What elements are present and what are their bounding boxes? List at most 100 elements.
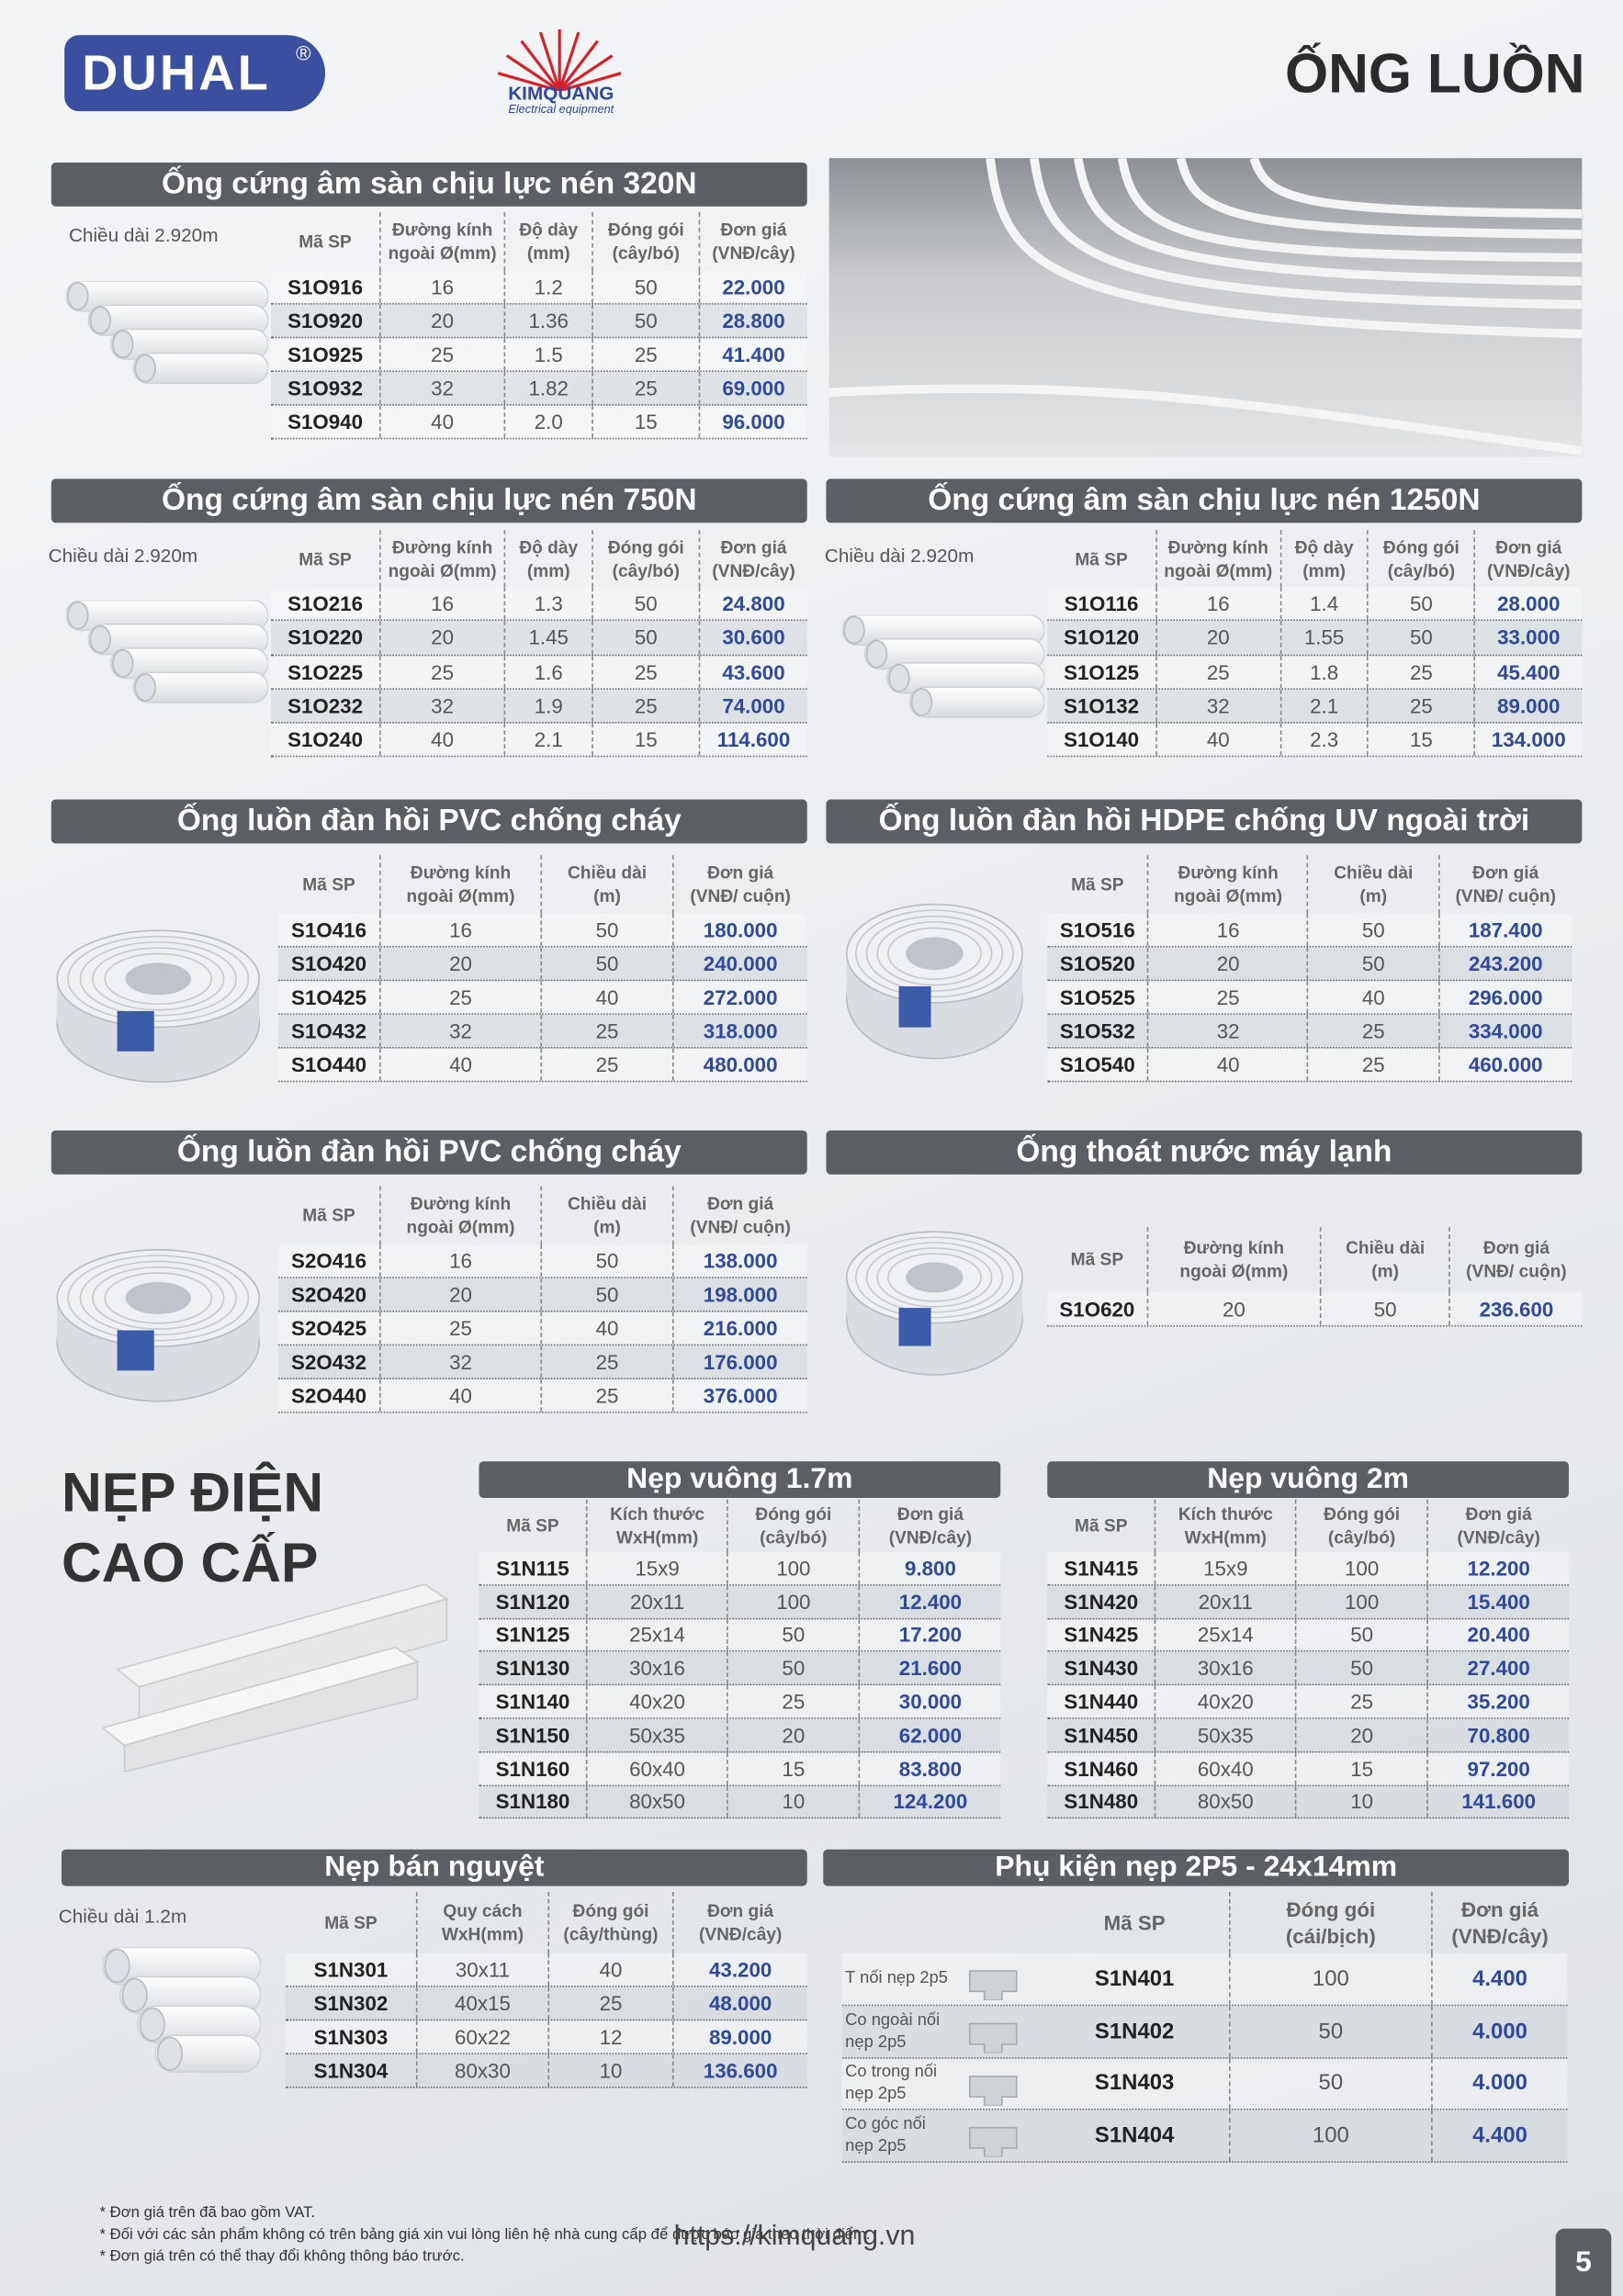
table-cell: S1O416 (278, 913, 381, 946)
header-line: Đóng gói (607, 219, 684, 241)
table-cell: 89.000 (1497, 693, 1561, 718)
table-cell: S2O416 (278, 1244, 381, 1277)
header-line: (cây/thùng) (563, 1924, 659, 1945)
table-cell: 318.000 (703, 1019, 778, 1043)
section-title: Ống cứng âm sàn chịu lực nén 750N (51, 478, 807, 523)
table-row: S1O440 40 25 480.000 (278, 1048, 807, 1083)
header-line: Đường kính (410, 1193, 512, 1214)
table-cell: 80x30 (418, 2054, 550, 2088)
table-cell: 138.000 (703, 1249, 778, 1273)
table-cell: 50 (593, 587, 701, 620)
section-title: Ống cứng âm sàn chịu lực nén 1250N (826, 478, 1583, 523)
table-cell: 25 (542, 1379, 674, 1412)
trunking-image (102, 1583, 449, 1773)
table-cell: 25 (1157, 655, 1281, 689)
header-line: (VNĐ/ cuộn) (690, 1216, 791, 1238)
header-cell: Mã SP (271, 530, 381, 588)
header-line: Đường kính (391, 536, 493, 557)
header-line: (cây/bó) (612, 559, 680, 581)
header-line: (mm) (526, 242, 570, 264)
table-cell: 40 (1309, 981, 1440, 1014)
table-cell: S1N303 (286, 2020, 418, 2054)
header-line: Đơn giá (896, 1503, 964, 1525)
fitting-icon (964, 2117, 1022, 2158)
table-cell: 25 (593, 689, 701, 723)
table-cell: S2O440 (278, 1379, 381, 1412)
header-line: Đơn giá (1482, 1237, 1550, 1258)
table-cell: 50 (593, 304, 701, 337)
table-cell: 45.400 (1497, 659, 1561, 684)
table-cell: S1N125 (479, 1618, 589, 1651)
header-line: (VNĐ/cây) (888, 1526, 973, 1548)
header-line: Đơn giá (1465, 1503, 1532, 1525)
coil-image (845, 1224, 1024, 1377)
table-cell: 50 (593, 621, 701, 655)
header-line: Mã SP (1070, 1249, 1124, 1270)
fitting-icon (964, 1959, 1022, 2001)
section-title: Ống luồn đàn hồi PVC chống cháy (51, 799, 807, 844)
row-label: Co góc nối nẹp 2p5 (845, 2116, 926, 2156)
table-cell: 187.400 (1468, 917, 1543, 942)
table-cell: 25 (1149, 981, 1309, 1014)
table-cell: 40 (1157, 723, 1281, 757)
table-cell: 25 (593, 371, 701, 405)
table-cell: 30.600 (722, 625, 785, 650)
table-cell: 50 (1369, 587, 1476, 620)
pipe-image (64, 599, 269, 721)
table-cell: 21.600 (898, 1656, 963, 1681)
header-line: (VNĐ/cây) (712, 559, 795, 581)
table-row: Co góc nối nẹp 2p5 S1N404 100 4.400 (841, 2110, 1568, 2164)
table-cell: 1.45 (505, 621, 593, 655)
header-line: Đơn giá (707, 1193, 774, 1214)
table-row: S1O125 25 1.8 25 45.400 (1047, 655, 1583, 690)
table-cell: 48.000 (708, 1991, 772, 2015)
table-cell: 50 (1296, 1618, 1429, 1651)
brand: DUHAL (82, 45, 272, 102)
table-cell: 50 (728, 1618, 861, 1651)
table-row: S1O232 32 1.9 25 74.000 (271, 689, 807, 724)
table-cell: 30x16 (1156, 1652, 1297, 1684)
table-cell: 50 (1321, 1291, 1451, 1325)
heading2-line: NẸP ĐIỆN (61, 1462, 324, 1525)
footer-note: * Đơn giá trên có thể thay đổi không thô… (99, 2247, 465, 2266)
header-cell: Đường kính ngoài Ø(mm) (381, 855, 543, 914)
table-cell: S1N420 (1047, 1585, 1156, 1618)
header-cell: Đơn giá (VNĐ/cây) (674, 1892, 807, 1953)
section-title: Nẹp bán nguyệt (61, 1849, 807, 1886)
table-cell: 4.000 (1472, 2071, 1527, 2097)
coil-image (56, 1242, 261, 1402)
table-cell: 334.000 (1468, 1019, 1543, 1043)
section-note: Chiều dài 2.920m (68, 223, 219, 246)
table-row: S1O140 40 2.3 15 134.000 (1047, 723, 1583, 759)
table-cell: S2O420 (278, 1277, 381, 1311)
table-cell: S1N415 (1047, 1552, 1156, 1584)
table-cell: S1N403 (1040, 2058, 1231, 2110)
table-cell: 32 (381, 1345, 543, 1379)
header-line: ngoài Ø(mm) (388, 559, 497, 581)
section-note: Chiều dài 2.920m (824, 545, 975, 568)
table-cell: 25x14 (1156, 1618, 1297, 1651)
section-title: Ống cứng âm sàn chịu lực nén 320N (51, 162, 807, 207)
row-label: Co trong nối nẹp 2p5 (845, 2064, 938, 2104)
footer-note: * Đơn giá trên đã bao gồm VAT. (99, 2203, 316, 2222)
header-line: (VNĐ/cây) (712, 242, 795, 264)
table-row: S1O225 25 1.6 25 43.600 (271, 655, 807, 690)
table-cell: 1.6 (505, 655, 593, 689)
table-cell: 50x35 (1156, 1718, 1297, 1751)
table-row: S1O516 16 50 187.400 (1047, 913, 1572, 948)
table-cell: 20x11 (588, 1585, 728, 1618)
table-cell: 25 (1369, 655, 1476, 689)
table-cell: 4.400 (1472, 1966, 1527, 1992)
table-row: S1O920 20 1.36 50 28.800 (271, 304, 807, 339)
table-cell: 50 (542, 1277, 674, 1311)
table-cell: 25 (381, 981, 543, 1014)
table-cell: 12.400 (898, 1590, 963, 1614)
table-cell: 32 (381, 1014, 543, 1047)
table-cell: S1O425 (278, 981, 381, 1014)
table-cell: 4.000 (1472, 2019, 1527, 2044)
table-cell: 100 (728, 1585, 861, 1618)
table-cell: 25 (593, 655, 701, 689)
header-cell: Mã SP (271, 212, 381, 271)
table-row: S1O425 25 40 272.000 (278, 981, 807, 1015)
table-cell: 80x50 (1156, 1785, 1297, 1818)
